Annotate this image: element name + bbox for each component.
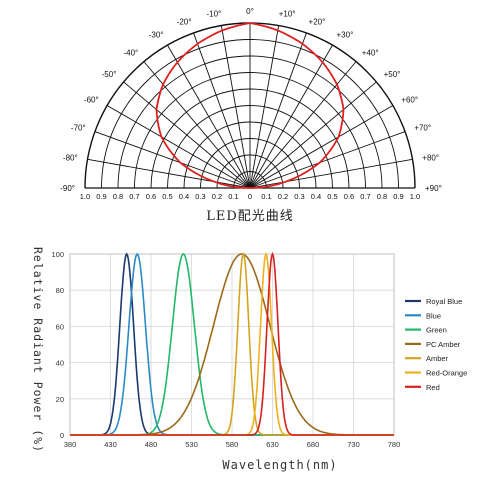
polar-angle-label: -90° — [60, 184, 75, 193]
spectrum-y-tick: 100 — [51, 250, 64, 259]
polar-spoke — [123, 81, 251, 189]
polar-radial-label: 0.3 — [294, 192, 304, 201]
spectrum-x-tick: 630 — [266, 440, 279, 449]
polar-angle-label: -30° — [149, 31, 164, 40]
polar-radial-label: 0.3 — [195, 192, 205, 201]
polar-angle-label: +20° — [309, 18, 326, 27]
spectrum-x-axis-label: Wavelength(nm) — [222, 458, 338, 472]
polar-radial-label: 0 — [248, 192, 252, 201]
spectrum-x-tick: 780 — [388, 440, 401, 449]
polar-radial-label: 0.1 — [261, 192, 271, 201]
polar-radial-label: 0.2 — [278, 192, 288, 201]
polar-radial-label: 0.2 — [212, 192, 222, 201]
polar-light-distribution-chart: -90° -80° -70° -60° -50° -40° -30° -20° -10° 0° +1… — [60, 7, 442, 201]
polar-spoke — [249, 44, 333, 189]
spectrum-legend-label: Red-Orange — [426, 369, 467, 378]
polar-spoke — [167, 44, 251, 189]
polar-radial-label: 0.9 — [96, 192, 106, 201]
polar-radial-label: 0.6 — [146, 192, 156, 201]
polar-spoke — [249, 25, 280, 189]
spectrum-x-tick: 430 — [104, 440, 117, 449]
polar-angle-label: +50° — [384, 70, 401, 79]
polar-spoke — [220, 25, 251, 189]
spectrum-legend-label: Red — [426, 383, 440, 392]
polar-radial-label: 0.1 — [228, 192, 238, 201]
polar-radial-label: 0.4 — [179, 192, 189, 201]
spectrum-y-tick: 20 — [56, 395, 64, 404]
spectrum-legend-label: Green — [426, 326, 447, 335]
polar-angle-label: -40° — [123, 48, 138, 57]
spectrum-x-tick: 730 — [347, 440, 360, 449]
polar-angle-label: -50° — [102, 70, 117, 79]
polar-angle-label: 0° — [246, 7, 254, 16]
spectrum-y-tick: 40 — [56, 359, 64, 368]
polar-radial-label: 1.0 — [410, 192, 420, 201]
polar-angle-label: +10° — [279, 10, 296, 19]
polar-angle-label: +70° — [414, 123, 431, 132]
polar-intensity-curve — [155, 22, 345, 189]
polar-angle-label: +60° — [401, 96, 418, 105]
polar-angle-label: -60° — [84, 96, 99, 105]
spectrum-y-axis-label: Relative Radiant Power (%) — [31, 246, 45, 454]
spectrum-y-tick: 60 — [56, 322, 64, 331]
polar-radial-label: 0.7 — [129, 192, 139, 201]
polar-spoke — [249, 105, 394, 189]
polar-spoke — [249, 32, 307, 189]
polar-angle-label: +90° — [425, 184, 442, 193]
polar-spoke — [106, 105, 251, 189]
spectrum-x-tick: 480 — [145, 440, 158, 449]
polar-radial-label: 0.8 — [113, 192, 123, 201]
spectrum-y-tick: 0 — [60, 431, 64, 440]
polar-radial-label: 0.5 — [327, 192, 337, 201]
polar-angle-label: +30° — [337, 31, 354, 40]
polar-spoke — [87, 158, 251, 189]
polar-spoke — [143, 61, 251, 189]
polar-spoke — [249, 81, 377, 189]
spectrum-x-tick: 380 — [64, 440, 77, 449]
polar-angle-label: -70° — [71, 123, 86, 132]
polar-radial-label: 0.8 — [377, 192, 387, 201]
polar-radial-label: 0.5 — [162, 192, 172, 201]
spectrum-series-line — [70, 251, 394, 436]
spectrum-chart: 380 430 480 530 580 630 680 730 780 0 20 40 60 80 100 R… — [51, 250, 467, 449]
polar-angle-label: +40° — [362, 48, 379, 57]
spectrum-legend-label: Amber — [426, 354, 449, 363]
polar-angle-label: -10° — [206, 10, 221, 19]
spectrum-x-tick: 530 — [185, 440, 198, 449]
spectrum-x-tick: 580 — [226, 440, 239, 449]
polar-radial-label: 1.0 — [80, 192, 90, 201]
polar-angle-label: -20° — [177, 18, 192, 27]
polar-chart-title: LED配光曲线 — [206, 209, 294, 224]
polar-radial-label: 0.7 — [360, 192, 370, 201]
spectrum-legend-label: Blue — [426, 311, 441, 320]
polar-spoke — [94, 131, 251, 189]
polar-spoke — [193, 32, 251, 189]
polar-spoke — [249, 158, 413, 189]
polar-radial-label: 0.6 — [344, 192, 354, 201]
polar-radial-label: 0.4 — [311, 192, 321, 201]
polar-spoke — [249, 131, 406, 189]
polar-angle-label: +80° — [422, 153, 439, 162]
spectrum-legend-label: PC Amber — [426, 340, 461, 349]
spectrum-x-tick: 680 — [307, 440, 320, 449]
spectrum-legend-label: Royal Blue — [426, 297, 462, 306]
polar-spoke — [249, 61, 357, 189]
polar-radial-label: 0.9 — [393, 192, 403, 201]
polar-angle-label: -80° — [63, 153, 78, 162]
spectrum-y-tick: 80 — [56, 286, 64, 295]
